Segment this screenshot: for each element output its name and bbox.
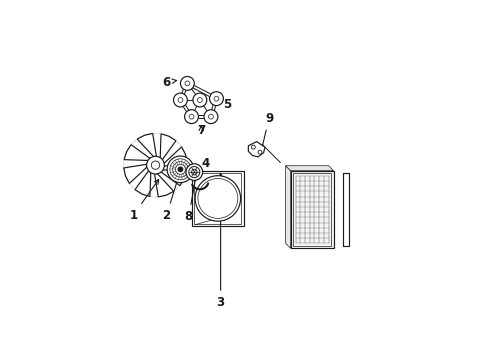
Circle shape xyxy=(151,161,160,169)
Polygon shape xyxy=(160,134,176,161)
Polygon shape xyxy=(135,170,151,197)
Circle shape xyxy=(186,164,203,180)
Polygon shape xyxy=(248,141,265,157)
Polygon shape xyxy=(160,170,187,186)
Text: 1: 1 xyxy=(129,180,159,221)
Circle shape xyxy=(195,176,241,221)
Bar xyxy=(195,173,241,224)
Bar xyxy=(294,174,331,246)
Circle shape xyxy=(147,156,164,174)
Text: 5: 5 xyxy=(218,98,232,111)
Circle shape xyxy=(167,156,194,183)
Circle shape xyxy=(204,110,218,123)
Polygon shape xyxy=(286,166,291,248)
Polygon shape xyxy=(124,164,148,184)
Polygon shape xyxy=(286,166,334,171)
Circle shape xyxy=(258,150,262,154)
Circle shape xyxy=(180,76,195,90)
Text: 8: 8 xyxy=(185,174,198,223)
Text: 6: 6 xyxy=(163,76,177,89)
Circle shape xyxy=(178,167,183,172)
Bar xyxy=(192,171,244,226)
Circle shape xyxy=(173,93,187,107)
Circle shape xyxy=(251,145,255,149)
Bar xyxy=(343,174,349,246)
Bar xyxy=(291,171,334,248)
Text: 3: 3 xyxy=(217,174,225,309)
Text: 9: 9 xyxy=(259,112,273,154)
Polygon shape xyxy=(137,134,157,157)
Polygon shape xyxy=(124,145,151,161)
Text: 7: 7 xyxy=(197,124,205,137)
Circle shape xyxy=(193,93,207,107)
Text: 4: 4 xyxy=(197,157,210,177)
Circle shape xyxy=(185,110,198,123)
Polygon shape xyxy=(154,173,174,197)
Text: 2: 2 xyxy=(163,175,180,221)
Circle shape xyxy=(210,92,223,105)
Polygon shape xyxy=(163,147,187,166)
